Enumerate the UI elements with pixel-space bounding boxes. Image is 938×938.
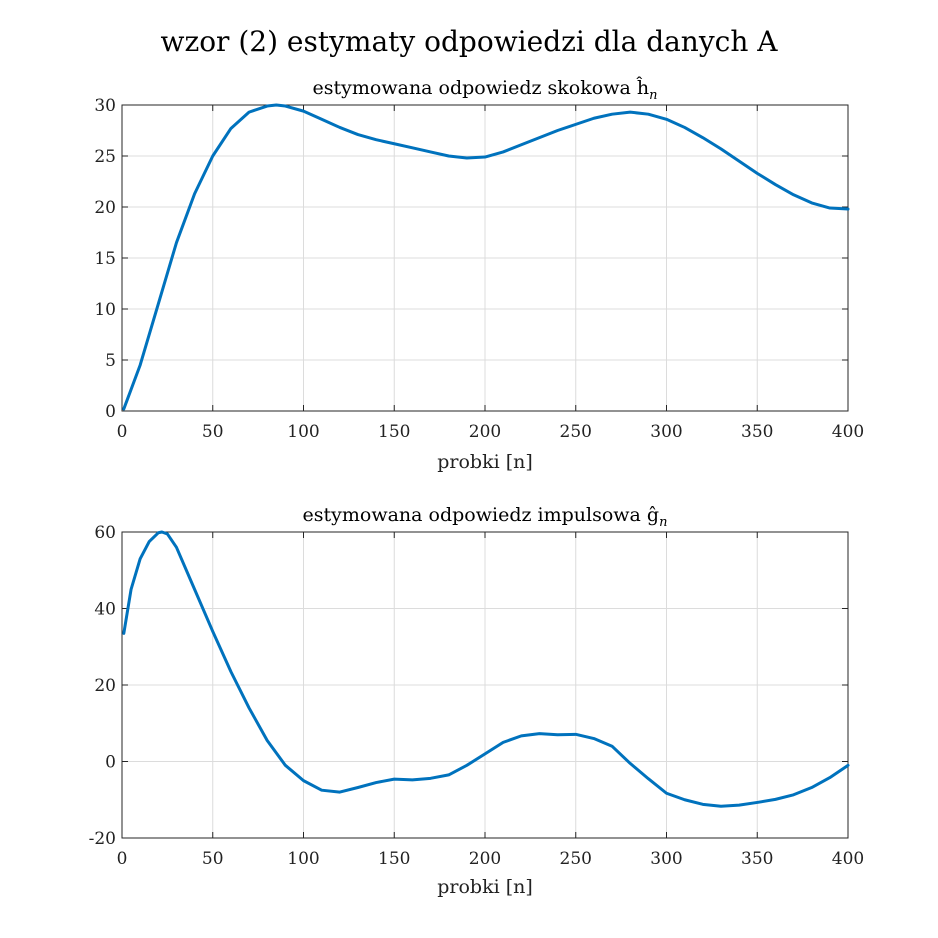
step-response-ytick-label: 30 [94,96,116,116]
impulse-response-xtick-label: 250 [560,849,592,869]
step-response-xtick-label: 200 [469,422,501,442]
impulse-response-xtick-label: 400 [832,849,864,869]
impulse-response-plot: estymowana odpowiedz impulsowa ĝn probki… [89,504,865,898]
step-response-ytick-label: 20 [94,198,116,218]
impulse-response-title-main: estymowana odpowiedz impulsowa ĝ [303,504,660,526]
step-response-title: estymowana odpowiedz skokowa ĥn [313,76,658,103]
step-response-ytick-label: 0 [105,402,116,422]
impulse-response-title: estymowana odpowiedz impulsowa ĝn [303,504,668,530]
step-response-ytick-label: 10 [94,300,116,320]
step-response-xtick-label: 100 [287,422,319,442]
figure-suptitle: wzor (2) estymaty odpowiedzi dla danych … [160,25,778,58]
step-response-plot: estymowana odpowiedz skokowa ĥn probki [… [94,76,864,473]
impulse-response-ytick-label: 20 [94,676,116,696]
impulse-response-xlabel: probki [n] [437,876,533,898]
impulse-response-xtick-label: 0 [117,849,128,869]
step-response-xtick-label: 50 [202,422,224,442]
step-response-series-line [122,103,850,411]
step-response-xtick-label: 0 [117,422,128,442]
impulse-response-xtick-label: 300 [650,849,682,869]
step-response-ytick-label: 15 [94,249,116,269]
impulse-response-xtick-label: 150 [378,849,410,869]
impulse-response-ytick-label: 0 [105,753,116,773]
impulse-response-ytick-label: 60 [94,523,116,543]
impulse-response-xtick-label: 350 [741,849,773,869]
step-response-xtick-label: 300 [650,422,682,442]
impulse-response-ytick-label: 40 [94,600,116,620]
step-response-ytick-label: 25 [94,147,116,167]
step-response-xlabel: probki [n] [437,451,533,473]
impulse-response-xtick-label: 100 [287,849,319,869]
impulse-response-xtick-label: 50 [202,849,224,869]
step-response-xtick-label: 350 [741,422,773,442]
impulse-response-series-line [122,530,850,808]
step-response-xtick-label: 250 [560,422,592,442]
impulse-response-xtick-label: 200 [469,849,501,869]
step-response-title-main: estymowana odpowiedz skokowa ĥ [313,76,650,99]
impulse-response-title-subscript: n [659,515,667,530]
step-response-title-subscript: n [649,88,657,103]
step-response-xtick-label: 400 [832,422,864,442]
step-response-ytick-label: 5 [105,351,116,371]
impulse-response-ytick-label: -20 [89,829,116,849]
step-response-xtick-label: 150 [378,422,410,442]
